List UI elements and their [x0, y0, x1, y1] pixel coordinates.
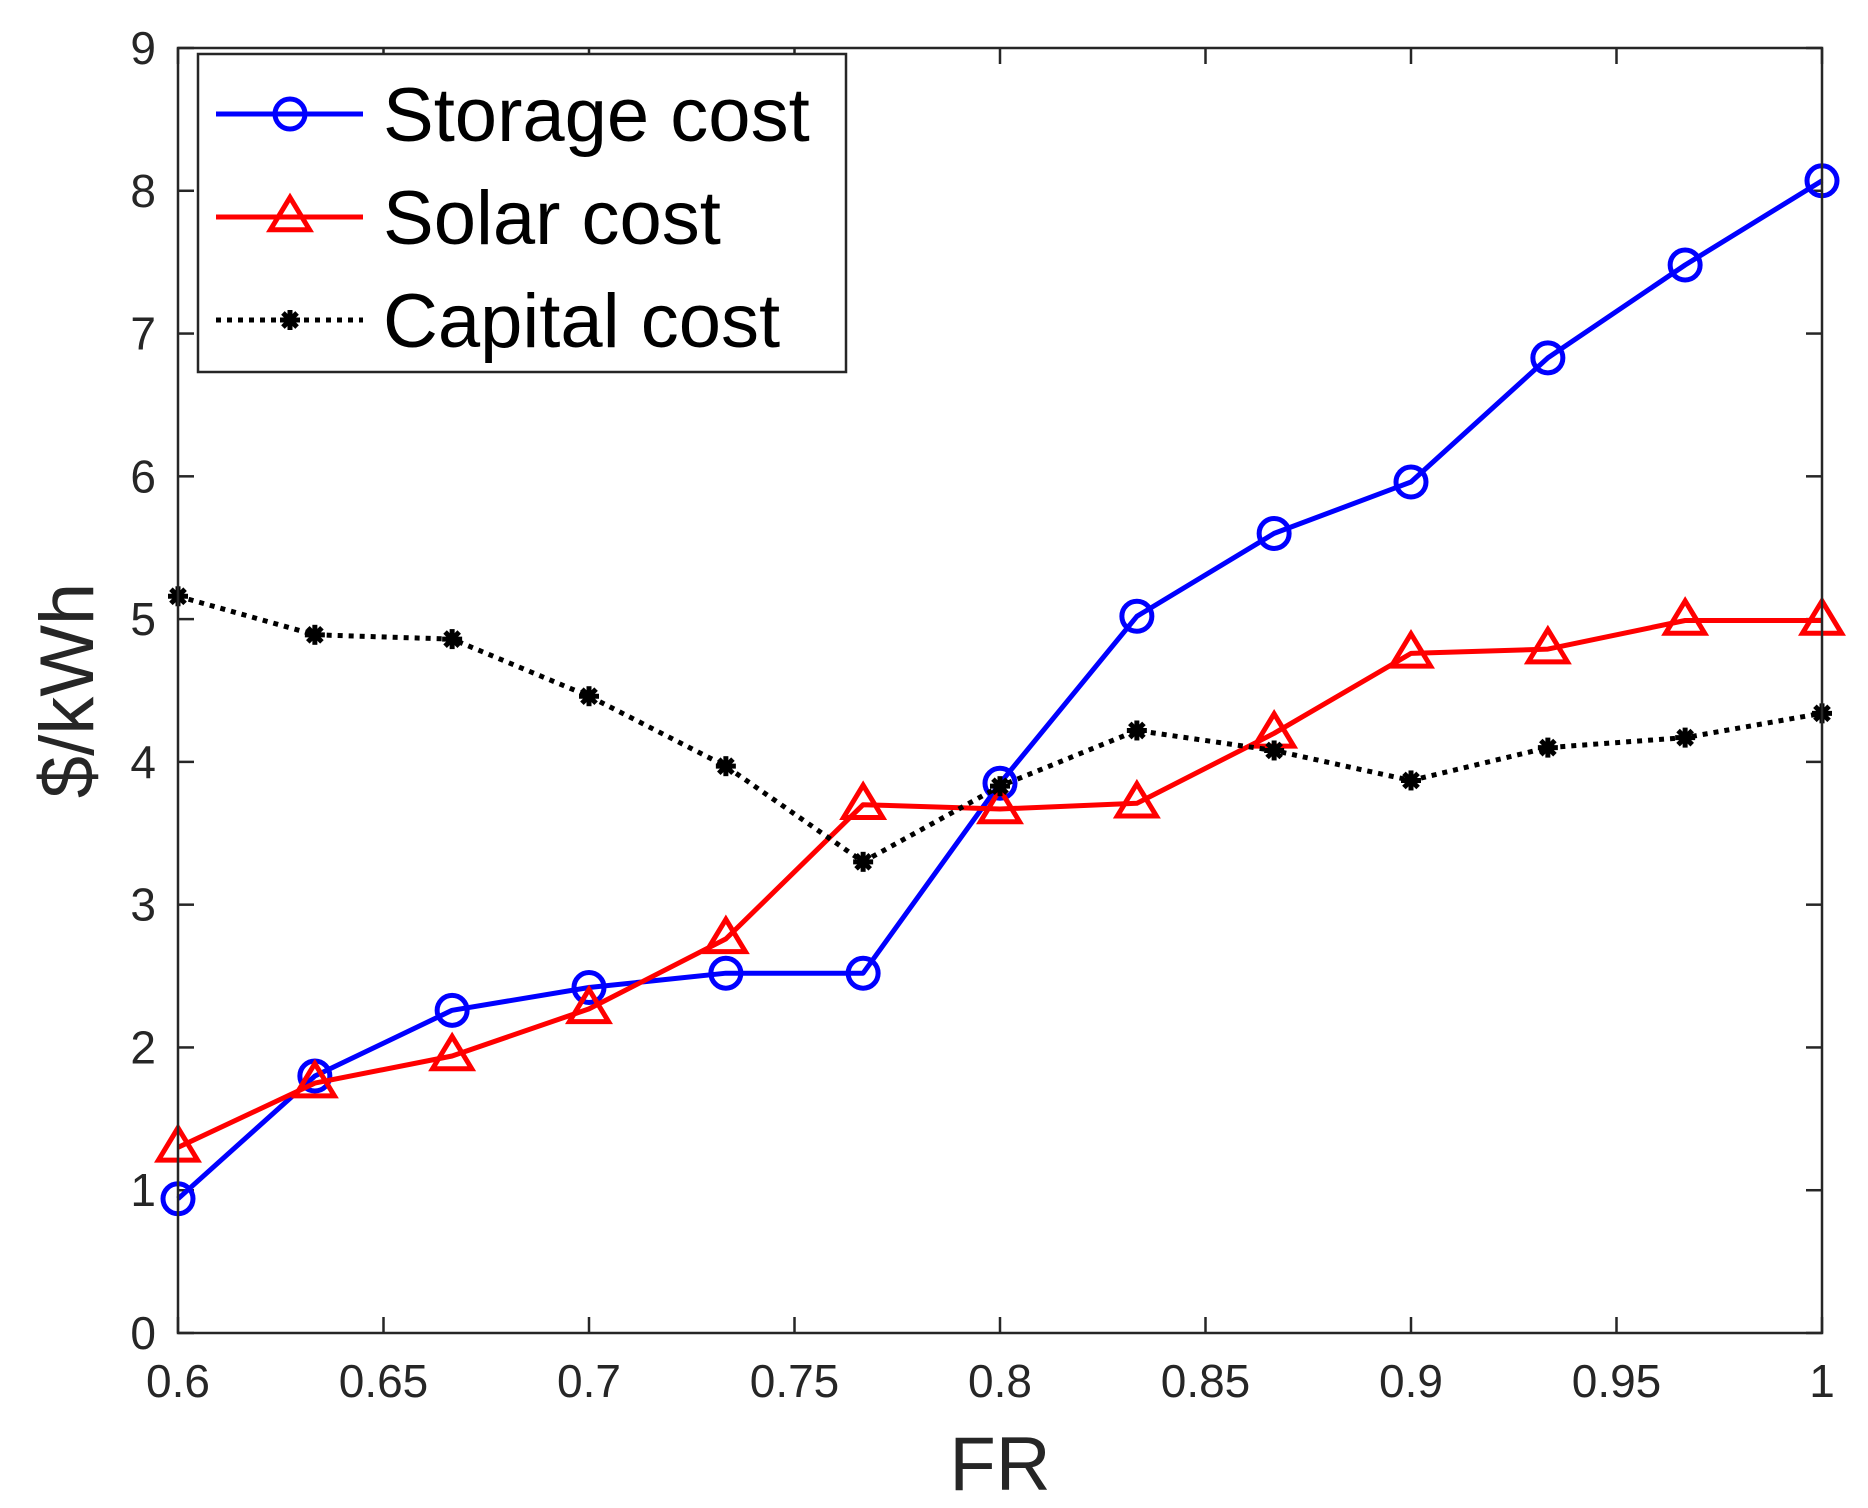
asterisk-stroke — [854, 852, 872, 871]
plot-frame — [176, 46, 1824, 1335]
data-point-capital-cost — [304, 624, 325, 645]
y-tick-label: 8 — [130, 165, 156, 217]
series-solar-cost — [154, 596, 1846, 1163]
legend-entry-storage-cost: Storage cost — [216, 73, 810, 158]
data-point-capital-cost — [1401, 770, 1421, 791]
x-axis-title: FR — [949, 1422, 1050, 1507]
data-point-solar-cost — [1661, 596, 1710, 636]
asterisk-stroke — [991, 777, 1009, 795]
y-tick-label: 2 — [130, 1021, 156, 1073]
y-tick-label: 7 — [130, 308, 156, 360]
legend-entry-capital-cost: Capital cost — [216, 279, 780, 364]
asterisk-stroke — [443, 630, 461, 648]
legend-label: Capital cost — [383, 279, 780, 364]
x-tick-label: 0.65 — [339, 1355, 429, 1407]
data-point-storage-cost — [434, 992, 470, 1028]
x-tick-label: 0.9 — [1379, 1355, 1443, 1407]
x-tick-label: 0.6 — [146, 1355, 210, 1407]
data-point-storage-cost — [571, 969, 607, 1005]
data-point-solar-cost — [290, 1058, 339, 1099]
data-point-capital-cost — [1264, 740, 1285, 761]
data-point-capital-cost — [1537, 737, 1558, 758]
data-point-capital-cost — [1126, 720, 1147, 741]
y-tick-label: 9 — [130, 22, 156, 74]
y-tick-label: 5 — [130, 593, 156, 645]
x-tick-label: 0.75 — [750, 1355, 840, 1407]
data-point-capital-cost — [990, 776, 1010, 797]
asterisk-stroke — [281, 311, 299, 329]
asterisk-stroke — [1539, 738, 1557, 757]
series-layer — [154, 163, 1846, 1217]
asterisk-stroke — [1676, 728, 1694, 747]
legend-label: Solar cost — [383, 176, 721, 261]
data-point-capital-cost — [1675, 727, 1696, 748]
legend-marker — [280, 310, 300, 330]
data-point-capital-cost — [579, 686, 599, 707]
legend-marker — [266, 192, 314, 233]
legend-entry-solar-cost: Solar cost — [216, 176, 721, 261]
data-point-solar-cost — [1387, 628, 1435, 669]
y-tick-label: 6 — [130, 450, 156, 502]
asterisk-stroke — [580, 687, 598, 706]
legend-label: Storage cost — [383, 73, 810, 158]
data-point-solar-cost — [1112, 778, 1161, 819]
data-point-solar-cost — [976, 784, 1024, 825]
y-tick-label: 4 — [130, 736, 156, 788]
data-point-storage-cost — [1119, 598, 1155, 634]
data-point-capital-cost — [853, 851, 874, 872]
data-point-storage-cost — [1256, 515, 1292, 551]
data-point-solar-cost — [565, 984, 613, 1025]
data-point-solar-cost — [1523, 624, 1572, 665]
asterisk-stroke — [1265, 741, 1283, 760]
y-axis-title: $/kWh — [25, 583, 110, 798]
data-point-capital-cost — [715, 756, 736, 777]
data-point-solar-cost — [839, 780, 888, 820]
asterisk-stroke — [306, 625, 324, 644]
data-point-storage-cost — [708, 955, 744, 991]
x-tick-label: 0.95 — [1572, 1355, 1662, 1407]
y-tick-label: 0 — [130, 1307, 156, 1359]
data-point-solar-cost — [701, 914, 750, 955]
x-tick-label: 0.7 — [557, 1355, 621, 1407]
x-tick-label: 0.85 — [1161, 1355, 1251, 1407]
x-axis: 0.6 0.65 0.7 0.75 0.8 0.85 0.9 0.95 1 — [146, 48, 1835, 1407]
data-point-storage-cost — [845, 955, 881, 991]
data-point-storage-cost — [982, 765, 1018, 801]
data-point-capital-cost — [442, 629, 463, 650]
y-tick-label: 3 — [130, 879, 156, 931]
x-tick-label: 0.8 — [968, 1355, 1032, 1407]
data-point-storage-cost — [1667, 247, 1703, 283]
data-point-storage-cost — [1393, 464, 1429, 500]
series-line-solar-cost — [176, 618, 1822, 1150]
legend: Storage cost Solar cost Capital cost — [196, 52, 848, 374]
data-point-solar-cost — [428, 1031, 477, 1072]
y-tick-label: 1 — [130, 1164, 156, 1216]
x-tick-label: 1 — [1809, 1355, 1835, 1407]
asterisk-stroke — [1402, 771, 1420, 790]
asterisk-stroke — [717, 757, 735, 776]
asterisk-stroke — [1128, 721, 1146, 740]
data-point-storage-cost — [1530, 340, 1566, 376]
series-capital-cost — [168, 586, 1832, 872]
legend-marker — [272, 96, 308, 132]
